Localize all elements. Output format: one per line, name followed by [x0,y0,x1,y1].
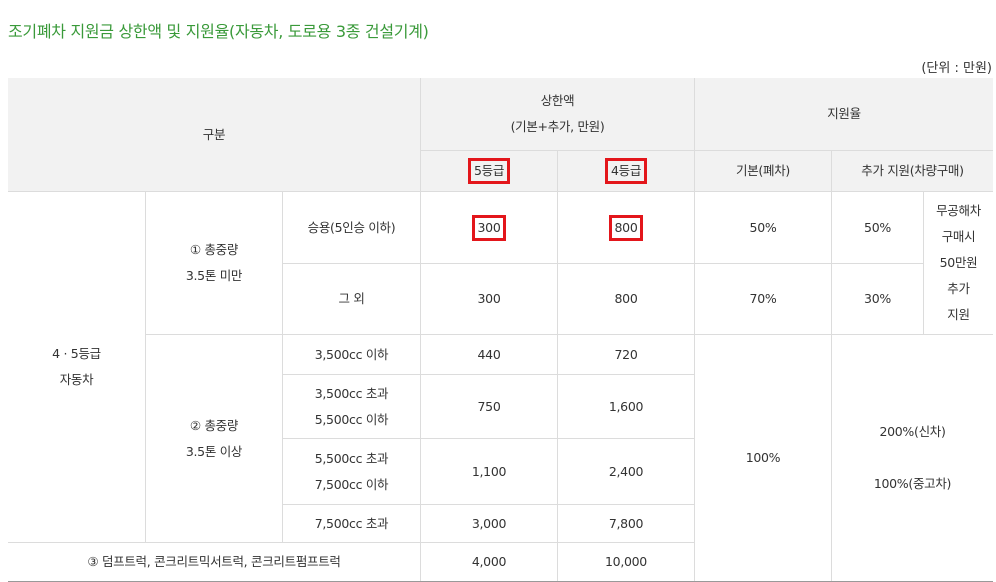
sub2-line1: ② 총중량 [189,417,239,433]
row-dump-label: ③ 덤프트럭, 콘크리트믹서트럭, 콘크리트펌프트럭 [8,542,420,581]
page-title: 조기폐차 지원금 상한액 및 지원율(자동차, 도로용 3종 건설기계) [8,22,429,41]
sub2-cell: ② 총중량 3.5톤 이상 [145,334,282,542]
header-basic: 기본(폐차) [694,150,831,191]
row-7500-g5: 3,000 [420,504,557,542]
row-3500-5500-g4: 1,600 [557,374,694,438]
group-line2: 자동차 [59,372,94,387]
row-other-g5: 300 [420,263,557,334]
row-passenger-g5: 300 [420,191,557,263]
header-limit-title: 상한액 [540,93,575,108]
note-line1: 무공해차 [936,203,981,218]
row-3500-5500-label: 3,500cc 초과 5,500cc 이하 [282,374,420,438]
subsidy-table: 구분 상한액 (기본+추가, 만원) 지원율 5등급 4등급 기본(폐차) 추가… [8,78,993,582]
row-5500-7500-label2: 7,500cc 이하 [314,476,389,492]
sub1-line1: ① 총중량 [189,242,239,257]
header-limit: 상한액 (기본+추가, 만원) [420,78,694,150]
extra-rate-merged: 200%(신차) 100%(중고차) [831,334,993,581]
row-other-g4: 800 [557,263,694,334]
row-3500-5500-label1: 3,500cc 초과 [314,385,389,401]
zero-emission-note: 무공해차 구매시 50만원 추가 지원 [923,191,993,334]
row-other-extra: 30% [831,263,923,334]
note-line2: 구매시 [941,229,976,244]
row-5500-7500-g5: 1,100 [420,438,557,504]
basic-rate-100: 100% [694,334,831,581]
sub1-line2: 3.5톤 미만 [185,268,243,283]
row-3500-5500-g5: 750 [420,374,557,438]
row-3500-label: 3,500cc 이하 [282,334,420,374]
row-3500-g4: 720 [557,334,694,374]
extra-new-car: 200%(신차) [879,424,946,439]
row-3500-g5: 440 [420,334,557,374]
sub2-line2: 3.5톤 이상 [185,443,243,459]
row-dump-g5: 4,000 [420,542,557,581]
row-other-basic: 70% [694,263,831,334]
note-line4: 추가 [947,281,970,296]
note-line5: 지원 [947,307,970,322]
row-passenger-extra: 50% [831,191,923,263]
header-rate: 지원율 [694,78,993,150]
row-passenger-basic: 50% [694,191,831,263]
sub1-cell: ① 총중량 3.5톤 미만 [145,191,282,334]
passenger-g5-highlight: 300 [471,214,507,241]
header-category: 구분 [8,78,420,191]
group-line1: 4 · 5등급 [52,346,101,361]
passenger-g4-highlight: 800 [608,214,644,241]
extra-used-car: 100%(중고차) [873,476,952,491]
row-other-label: 그 외 [282,263,420,334]
row-passenger-label: 승용(5인승 이하) [282,191,420,263]
note-line3: 50만원 [939,255,978,270]
row-dump-g4: 10,000 [557,542,694,581]
row-7500-label: 7,500cc 초과 [282,504,420,542]
grade4-highlight: 4등급 [604,158,648,184]
row-3500-5500-label2: 5,500cc 이하 [314,411,389,427]
header-grade4: 4등급 [557,150,694,191]
header-extra: 추가 지원(차량구매) [831,150,993,191]
row-5500-7500-label: 5,500cc 초과 7,500cc 이하 [282,438,420,504]
row-5500-7500-label1: 5,500cc 초과 [314,450,389,466]
unit-label: (단위 : 만원) [921,61,992,76]
group-cell: 4 · 5등급 자동차 [8,191,145,542]
grade5-highlight: 5등급 [467,158,511,184]
row-7500-g4: 7,800 [557,504,694,542]
header-grade5: 5등급 [420,150,557,191]
header-limit-sub: (기본+추가, 만원) [510,119,605,134]
row-5500-7500-g4: 2,400 [557,438,694,504]
row-passenger-g4: 800 [557,191,694,263]
